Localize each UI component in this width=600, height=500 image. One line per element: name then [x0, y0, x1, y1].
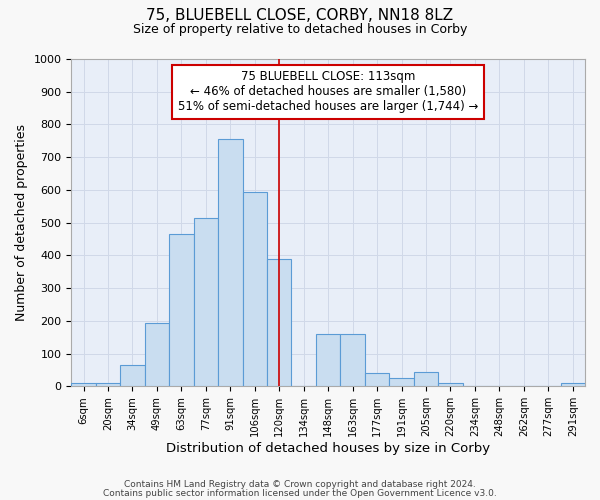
Bar	[194, 218, 218, 386]
Bar	[560, 383, 585, 386]
Bar	[365, 374, 389, 386]
Bar	[71, 383, 96, 386]
Bar	[145, 322, 169, 386]
X-axis label: Distribution of detached houses by size in Corby: Distribution of detached houses by size …	[166, 442, 490, 455]
Bar	[438, 383, 463, 386]
Bar	[389, 378, 414, 386]
Bar	[414, 372, 438, 386]
Text: Contains HM Land Registry data © Crown copyright and database right 2024.: Contains HM Land Registry data © Crown c…	[124, 480, 476, 489]
Bar	[267, 258, 292, 386]
Bar	[242, 192, 267, 386]
Text: Contains public sector information licensed under the Open Government Licence v3: Contains public sector information licen…	[103, 488, 497, 498]
Bar	[96, 383, 120, 386]
Bar	[340, 334, 365, 386]
Text: Size of property relative to detached houses in Corby: Size of property relative to detached ho…	[133, 22, 467, 36]
Bar	[120, 365, 145, 386]
Bar	[169, 234, 194, 386]
Text: 75, BLUEBELL CLOSE, CORBY, NN18 8LZ: 75, BLUEBELL CLOSE, CORBY, NN18 8LZ	[146, 8, 454, 22]
Text: 75 BLUEBELL CLOSE: 113sqm
← 46% of detached houses are smaller (1,580)
51% of se: 75 BLUEBELL CLOSE: 113sqm ← 46% of detac…	[178, 70, 478, 114]
Bar	[316, 334, 340, 386]
Y-axis label: Number of detached properties: Number of detached properties	[15, 124, 28, 321]
Bar	[218, 139, 242, 386]
